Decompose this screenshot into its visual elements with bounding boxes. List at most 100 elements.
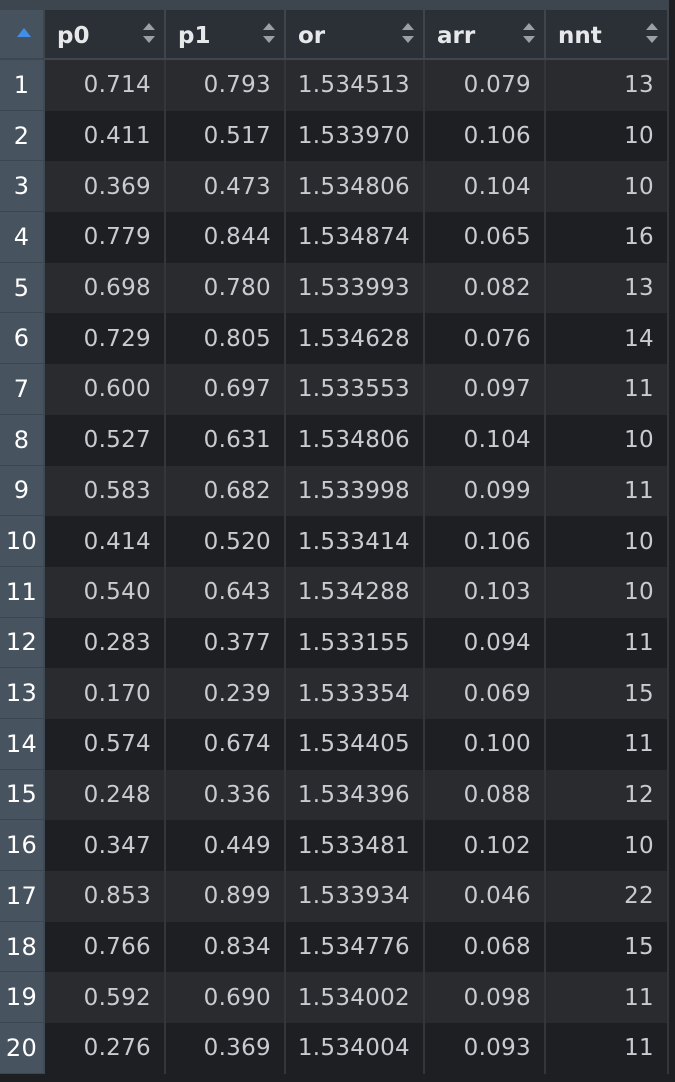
cell-p0: 0.592 (45, 972, 166, 1024)
column-header-p1[interactable]: p1 (166, 0, 286, 60)
cell-p1: 0.336 (166, 769, 286, 821)
sort-both-icon[interactable] (646, 23, 658, 43)
cell-p1: 0.517 (166, 110, 286, 162)
cell-arr: 0.094 (425, 617, 546, 669)
cell-or: 1.533354 (286, 668, 425, 719)
column-header-or[interactable]: or (286, 0, 425, 60)
cell-p1: 0.520 (166, 516, 286, 567)
cell-or: 1.533155 (286, 617, 425, 669)
table-row: 15 0.248 0.336 1.534396 0.088 12 (0, 769, 669, 821)
cell-or: 1.534396 (286, 769, 425, 821)
cell-nnt: 15 (546, 921, 669, 973)
cell-arr: 0.106 (425, 110, 546, 162)
cell-nnt: 10 (546, 566, 669, 618)
row-index: 15 (0, 769, 45, 821)
cell-arr: 0.098 (425, 972, 546, 1024)
table-row: 2 0.411 0.517 1.533970 0.106 10 (0, 110, 669, 162)
cell-or: 1.533481 (286, 820, 425, 871)
row-index: 5 (0, 262, 45, 314)
cell-arr: 0.068 (425, 921, 546, 973)
cell-or: 1.534776 (286, 921, 425, 973)
cell-p1: 0.473 (166, 161, 286, 213)
table-row: 7 0.600 0.697 1.533553 0.097 11 (0, 364, 669, 415)
cell-arr: 0.099 (425, 465, 546, 517)
column-header-index[interactable] (0, 0, 45, 60)
cell-or: 1.533993 (286, 262, 425, 314)
table-row: 18 0.766 0.834 1.534776 0.068 15 (0, 921, 669, 973)
cell-arr: 0.082 (425, 262, 546, 314)
cell-nnt: 13 (546, 60, 669, 111)
table-row: 10 0.414 0.520 1.533414 0.106 10 (0, 516, 669, 567)
cell-p1: 0.793 (166, 60, 286, 111)
cell-p1: 0.805 (166, 313, 286, 365)
cell-nnt: 15 (546, 668, 669, 719)
cell-nnt: 11 (546, 465, 669, 517)
row-index: 18 (0, 921, 45, 973)
cell-or: 1.534874 (286, 212, 425, 263)
cell-p0: 0.766 (45, 921, 166, 973)
cell-or: 1.533970 (286, 110, 425, 162)
table-row: 13 0.170 0.239 1.533354 0.069 15 (0, 668, 669, 719)
cell-or: 1.533934 (286, 871, 425, 922)
cell-arr: 0.103 (425, 566, 546, 618)
cell-nnt: 11 (546, 1023, 669, 1074)
cell-or: 1.534806 (286, 414, 425, 466)
cell-nnt: 22 (546, 871, 669, 922)
cell-p1: 0.682 (166, 465, 286, 517)
table-row: 17 0.853 0.899 1.533934 0.046 22 (0, 871, 669, 922)
column-header-label: nnt (558, 23, 602, 49)
cell-arr: 0.069 (425, 668, 546, 719)
cell-p1: 0.239 (166, 668, 286, 719)
cell-or: 1.534405 (286, 718, 425, 770)
cell-or: 1.533998 (286, 465, 425, 517)
table-row: 4 0.779 0.844 1.534874 0.065 16 (0, 212, 669, 263)
cell-arr: 0.079 (425, 60, 546, 111)
column-header-arr[interactable]: arr (425, 0, 546, 60)
cell-nnt: 11 (546, 617, 669, 669)
row-index: 12 (0, 617, 45, 669)
cell-or: 1.534004 (286, 1023, 425, 1074)
cell-nnt: 11 (546, 364, 669, 415)
cell-or: 1.534628 (286, 313, 425, 365)
cell-p1: 0.780 (166, 262, 286, 314)
sort-both-icon[interactable] (402, 23, 414, 43)
row-index: 19 (0, 972, 45, 1024)
row-index: 6 (0, 313, 45, 365)
cell-or: 1.533414 (286, 516, 425, 567)
column-header-label: or (298, 23, 326, 49)
cell-arr: 0.065 (425, 212, 546, 263)
cell-or: 1.534806 (286, 161, 425, 213)
table-row: 14 0.574 0.674 1.534405 0.100 11 (0, 718, 669, 770)
column-header-label: arr (437, 23, 476, 49)
table-row: 11 0.540 0.643 1.534288 0.103 10 (0, 566, 669, 618)
sort-both-icon[interactable] (143, 23, 155, 43)
table-row: 16 0.347 0.449 1.533481 0.102 10 (0, 820, 669, 871)
cell-nnt: 11 (546, 972, 669, 1024)
cell-nnt: 12 (546, 769, 669, 821)
cell-arr: 0.100 (425, 718, 546, 770)
column-header-p0[interactable]: p0 (45, 0, 166, 60)
row-index: 16 (0, 820, 45, 871)
column-header-nnt[interactable]: nnt (546, 0, 669, 60)
cell-p1: 0.369 (166, 1023, 286, 1074)
cell-arr: 0.104 (425, 414, 546, 466)
cell-p0: 0.853 (45, 871, 166, 922)
sort-both-icon[interactable] (263, 23, 275, 43)
sort-both-icon[interactable] (523, 23, 535, 43)
cell-or: 1.534002 (286, 972, 425, 1024)
row-index: 17 (0, 871, 45, 922)
cell-arr: 0.046 (425, 871, 546, 922)
cell-p0: 0.414 (45, 516, 166, 567)
cell-arr: 0.076 (425, 313, 546, 365)
cell-p1: 0.899 (166, 871, 286, 922)
row-index: 7 (0, 364, 45, 415)
row-index: 3 (0, 161, 45, 213)
table-row: 5 0.698 0.780 1.533993 0.082 13 (0, 262, 669, 314)
cell-p0: 0.729 (45, 313, 166, 365)
table-row: 19 0.592 0.690 1.534002 0.098 11 (0, 972, 669, 1024)
cell-arr: 0.106 (425, 516, 546, 567)
cell-p0: 0.583 (45, 465, 166, 517)
cell-p1: 0.643 (166, 566, 286, 618)
header-row: p0 p1 or arr nnt (0, 0, 669, 60)
cell-p1: 0.844 (166, 212, 286, 263)
